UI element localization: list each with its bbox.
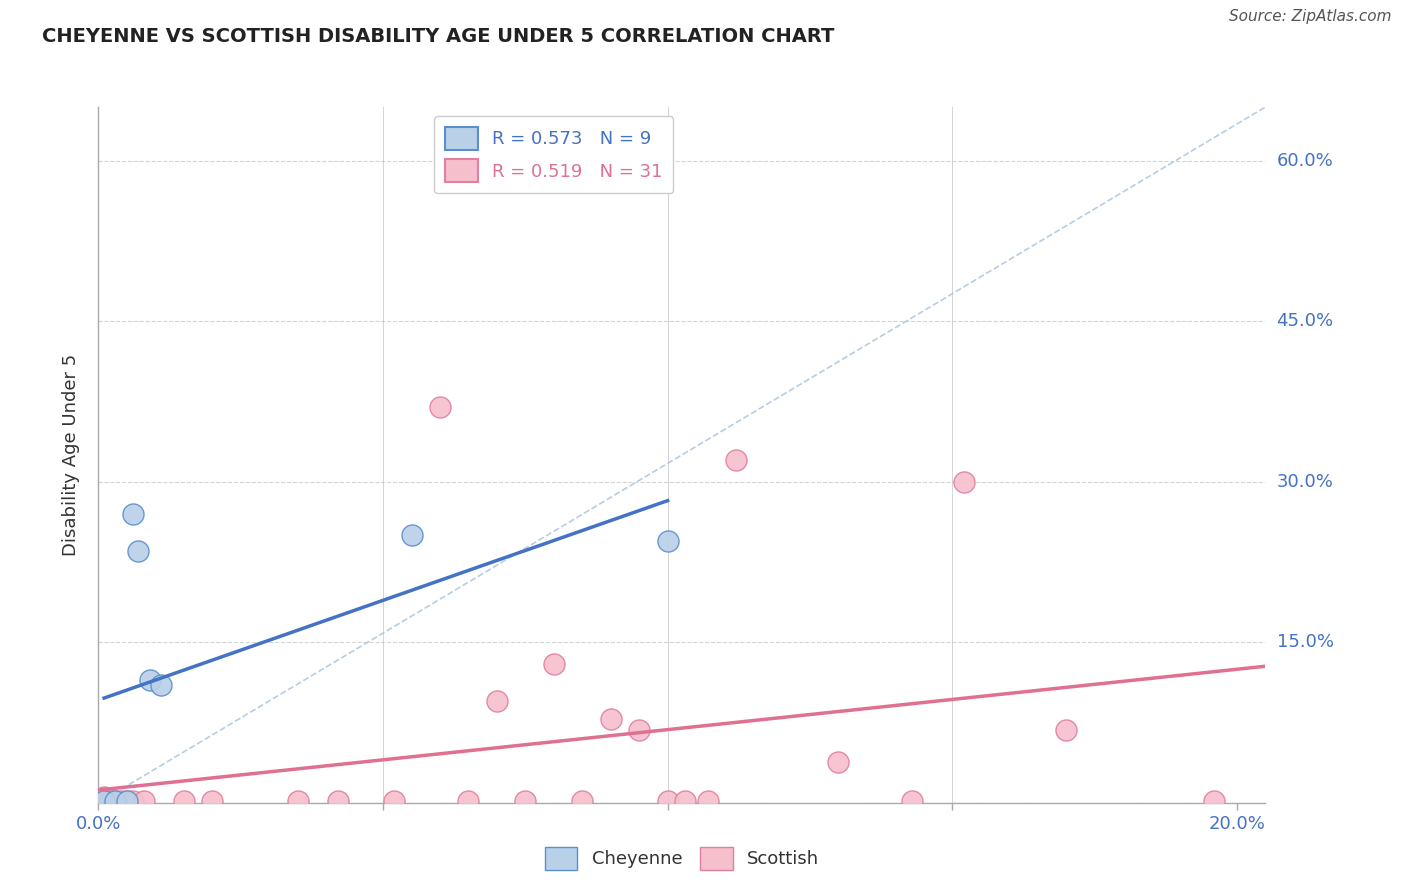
Point (115, 794, 138, 808)
Point (87, 794, 110, 808)
Point (952, 475, 974, 489)
Point (93, 794, 115, 808)
Point (110, 794, 132, 808)
Point (485, 694, 508, 708)
Point (104, 794, 127, 808)
Point (132, 794, 155, 808)
Point (287, 794, 309, 808)
Text: CHEYENNE VS SCOTTISH DISABILITY AGE UNDER 5 CORRELATION CHART: CHEYENNE VS SCOTTISH DISABILITY AGE UNDE… (42, 27, 835, 45)
Text: Source: ZipAtlas.com: Source: ZipAtlas.com (1229, 9, 1392, 24)
Y-axis label: Disability Age Under 5: Disability Age Under 5 (62, 354, 80, 556)
Point (457, 794, 479, 808)
Point (93, 794, 115, 808)
Point (673, 794, 696, 808)
Text: 30.0%: 30.0% (1277, 473, 1333, 491)
Point (599, 712, 621, 726)
Point (173, 794, 195, 808)
Text: 15.0%: 15.0% (1277, 633, 1333, 651)
Point (429, 400, 451, 414)
Point (724, 453, 747, 467)
Point (150, 678, 173, 692)
Point (93, 790, 115, 805)
Point (628, 723, 651, 737)
Point (657, 533, 679, 548)
Point (901, 794, 924, 808)
Text: 45.0%: 45.0% (1277, 312, 1334, 330)
Legend: Cheyenne, Scottish: Cheyenne, Scottish (537, 839, 827, 877)
Point (104, 794, 127, 808)
Point (115, 794, 138, 808)
Point (696, 794, 718, 808)
Point (543, 657, 565, 671)
Point (571, 794, 593, 808)
Point (1054, 723, 1077, 737)
Point (138, 673, 160, 687)
Point (326, 794, 349, 808)
Point (201, 794, 224, 808)
Point (127, 544, 149, 558)
Point (827, 755, 849, 769)
Point (121, 507, 143, 521)
Point (401, 528, 423, 542)
Point (98, 794, 121, 808)
Point (657, 794, 679, 808)
Point (121, 794, 143, 808)
Point (384, 794, 406, 808)
Point (515, 794, 537, 808)
Text: 60.0%: 60.0% (1277, 152, 1333, 169)
Point (1204, 794, 1226, 808)
